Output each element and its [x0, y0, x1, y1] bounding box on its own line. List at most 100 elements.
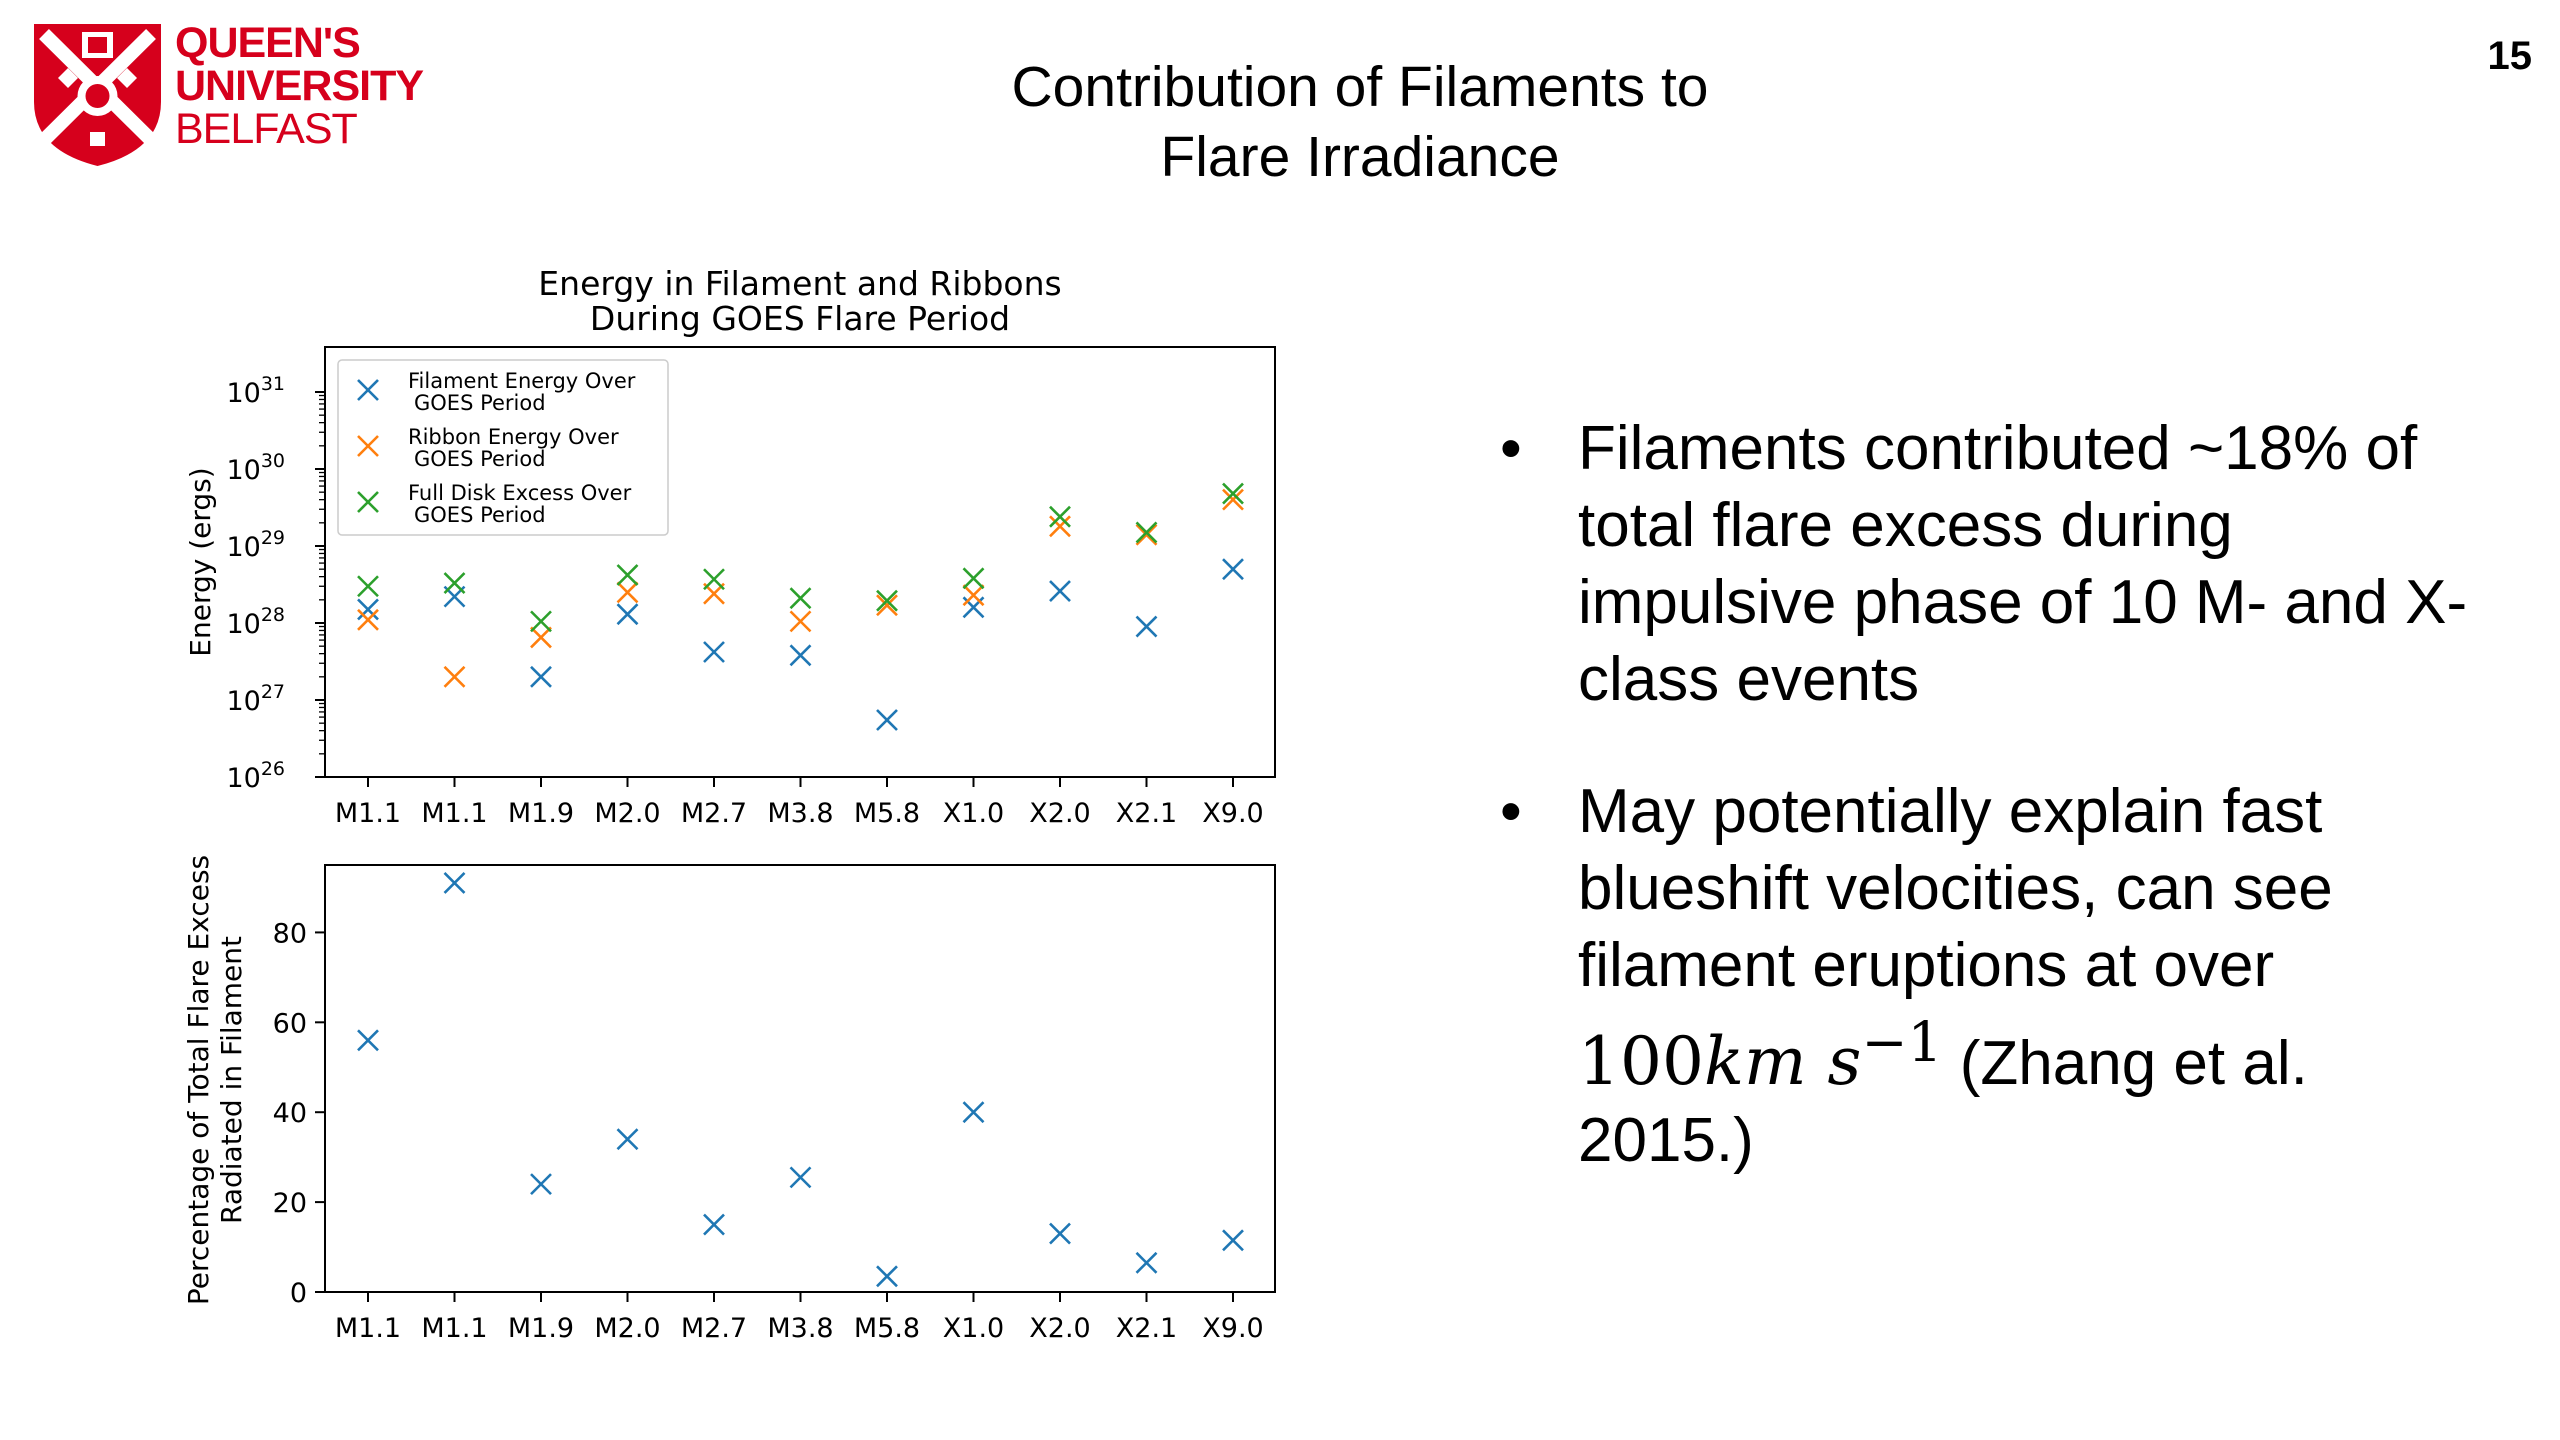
crest-icon [34, 24, 161, 166]
chart2-point [789, 1166, 812, 1189]
bullet-item-2: • May potentially explain fast blueshift… [1500, 773, 2500, 1179]
chart1-xtick-label: M3.8 [767, 798, 833, 829]
chart1-legend-label: Full Disk Excess Over [408, 481, 632, 505]
logo-wordmark: QUEEN'S UNIVERSITY BELFAST [175, 19, 424, 153]
chart1-legend-box [337, 359, 669, 536]
chart1-xtick-label: M1.1 [335, 798, 401, 829]
chart1-legend-label: Filament Energy Over [408, 369, 636, 393]
bullet-text-1: Filaments contributed ~18% of total flar… [1578, 414, 2468, 714]
chart1-point-s2 [703, 568, 725, 591]
velocity-formula: 100km s−1 [1578, 1010, 1943, 1100]
chart1-ylabel: Energy (ergs) [184, 467, 217, 656]
chart1-xtick-label: X9.0 [1202, 798, 1263, 829]
chart1-point-s2 [1135, 521, 1158, 544]
chart1-point-s1 [876, 594, 898, 617]
chart2-xtick-label: X2.1 [1116, 1313, 1177, 1344]
chart2-ytick-label: 40 [273, 1098, 307, 1129]
chart1-point-s0 [962, 596, 985, 619]
chart2-xtick-label: X1.0 [943, 1313, 1004, 1344]
chart1-point-s2 [962, 567, 985, 590]
velocity-number: 100 [1578, 1023, 1704, 1100]
logo-line3: BELFAST [175, 105, 358, 153]
chart1-legend-marker [357, 491, 379, 513]
velocity-unit-s: s [1827, 1023, 1862, 1100]
chart1-point-s2 [357, 575, 379, 598]
chart1-point-s2 [616, 564, 639, 586]
chart1-point-s2 [1222, 482, 1244, 505]
chart1-point-s1 [616, 581, 639, 604]
chart1-point-s1 [1135, 523, 1158, 546]
chart1-xtick-label: X2.1 [1116, 798, 1177, 829]
chart1-point-s0 [703, 641, 725, 663]
chart1-legend-marker [357, 435, 379, 457]
chart1-point-s0 [789, 644, 812, 667]
chart1-point-s2 [1049, 505, 1071, 528]
chart2-axes-frame [324, 864, 1276, 1293]
chart2-point [530, 1173, 552, 1196]
university-logo: QUEEN'S UNIVERSITY BELFAST [30, 20, 450, 180]
chart1-legend-label: Ribbon Energy Over [408, 425, 619, 449]
chart2-point [357, 1029, 379, 1052]
chart2-point [1222, 1229, 1244, 1252]
chart1-point-s1 [962, 584, 985, 607]
bullet-dot-icon: • [1500, 777, 1522, 846]
chart1-xtick-label: M1.1 [421, 798, 487, 829]
chart1-title-line2: During GOES Flare Period [590, 299, 1010, 338]
chart1-point-s1 [789, 610, 812, 633]
chart1-point-s2 [530, 610, 552, 633]
chart2-xtick-label: M2.7 [681, 1313, 747, 1344]
chart1-xtick-label: M5.8 [854, 798, 920, 829]
chart1-point-s0 [1049, 580, 1071, 602]
velocity-exponent: −1 [1861, 1010, 1943, 1074]
bullet-list: • Filaments contributed ~18% of total fl… [1500, 410, 2500, 1234]
chart2-point [703, 1213, 725, 1236]
chart1-legend-marker [357, 379, 379, 401]
logo-line1: QUEEN'S [175, 19, 361, 67]
chart2-point [443, 872, 466, 894]
chart1-point-s1 [357, 608, 379, 631]
chart1-point-s0 [1222, 558, 1244, 581]
slide-title: Contribution of Filaments to Flare Irrad… [840, 52, 1880, 192]
chart2-xtick-label: M1.9 [508, 1313, 574, 1344]
chart1-point-s0 [1135, 615, 1158, 638]
chart2-xtick-label: X9.0 [1202, 1313, 1263, 1344]
slide-title-line1: Contribution of Filaments to [1011, 55, 1709, 119]
chart1-ytick-label: 1031 [226, 373, 285, 409]
chart2-xtick-label: M5.8 [854, 1313, 920, 1344]
chart2-xtick-label: M3.8 [767, 1313, 833, 1344]
chart2-xtick-label: M1.1 [335, 1313, 401, 1344]
chart1-point-s1 [1049, 515, 1071, 538]
chart1-point-s1 [1222, 488, 1244, 511]
chart1-ytick-label: 1026 [226, 758, 285, 794]
chart2-xtick-label: M2.0 [594, 1313, 660, 1344]
chart2-point [1049, 1222, 1071, 1245]
chart2-ytick-label: 80 [273, 918, 307, 949]
chart1-point-s0 [616, 603, 639, 626]
chart1-xtick-label: M2.7 [681, 798, 747, 829]
chart1-point-s0 [530, 665, 552, 688]
logo-line2: UNIVERSITY [175, 62, 424, 110]
chart1-ytick-label: 1029 [226, 527, 285, 563]
chart2-xtick-label: X2.0 [1029, 1313, 1090, 1344]
chart1-point-s1 [530, 626, 552, 649]
bullet-text-2: May potentially explain fast blueshift v… [1578, 777, 2333, 1000]
chart2-point [876, 1265, 898, 1288]
chart1-point-s2 [443, 572, 466, 594]
chart1-point-s2 [876, 589, 898, 612]
bullet-citation: (Zhang et al. 2015.) [1578, 1029, 2308, 1175]
velocity-unit-km: km [1703, 1023, 1807, 1100]
chart1-ytick-label: 1028 [226, 604, 285, 640]
chart1-xtick-label: X2.0 [1029, 798, 1090, 829]
chart1-xtick-label: M2.0 [594, 798, 660, 829]
chart2-ytick-label: 20 [273, 1188, 307, 1219]
bullet-item-1: • Filaments contributed ~18% of total fl… [1500, 410, 2500, 718]
chart1-point-s1 [443, 665, 466, 688]
chart1-xtick-label: X1.0 [943, 798, 1004, 829]
chart1-legend-label-cont: GOES Period [414, 391, 546, 415]
slide-title-line2: Flare Irradiance [1160, 125, 1560, 189]
slide-number: 15 [2487, 34, 2533, 78]
chart2-ylabel-line2: Radiated in Filament [215, 936, 248, 1224]
chart2-point [962, 1101, 985, 1124]
chart1-point-s2 [789, 587, 812, 610]
